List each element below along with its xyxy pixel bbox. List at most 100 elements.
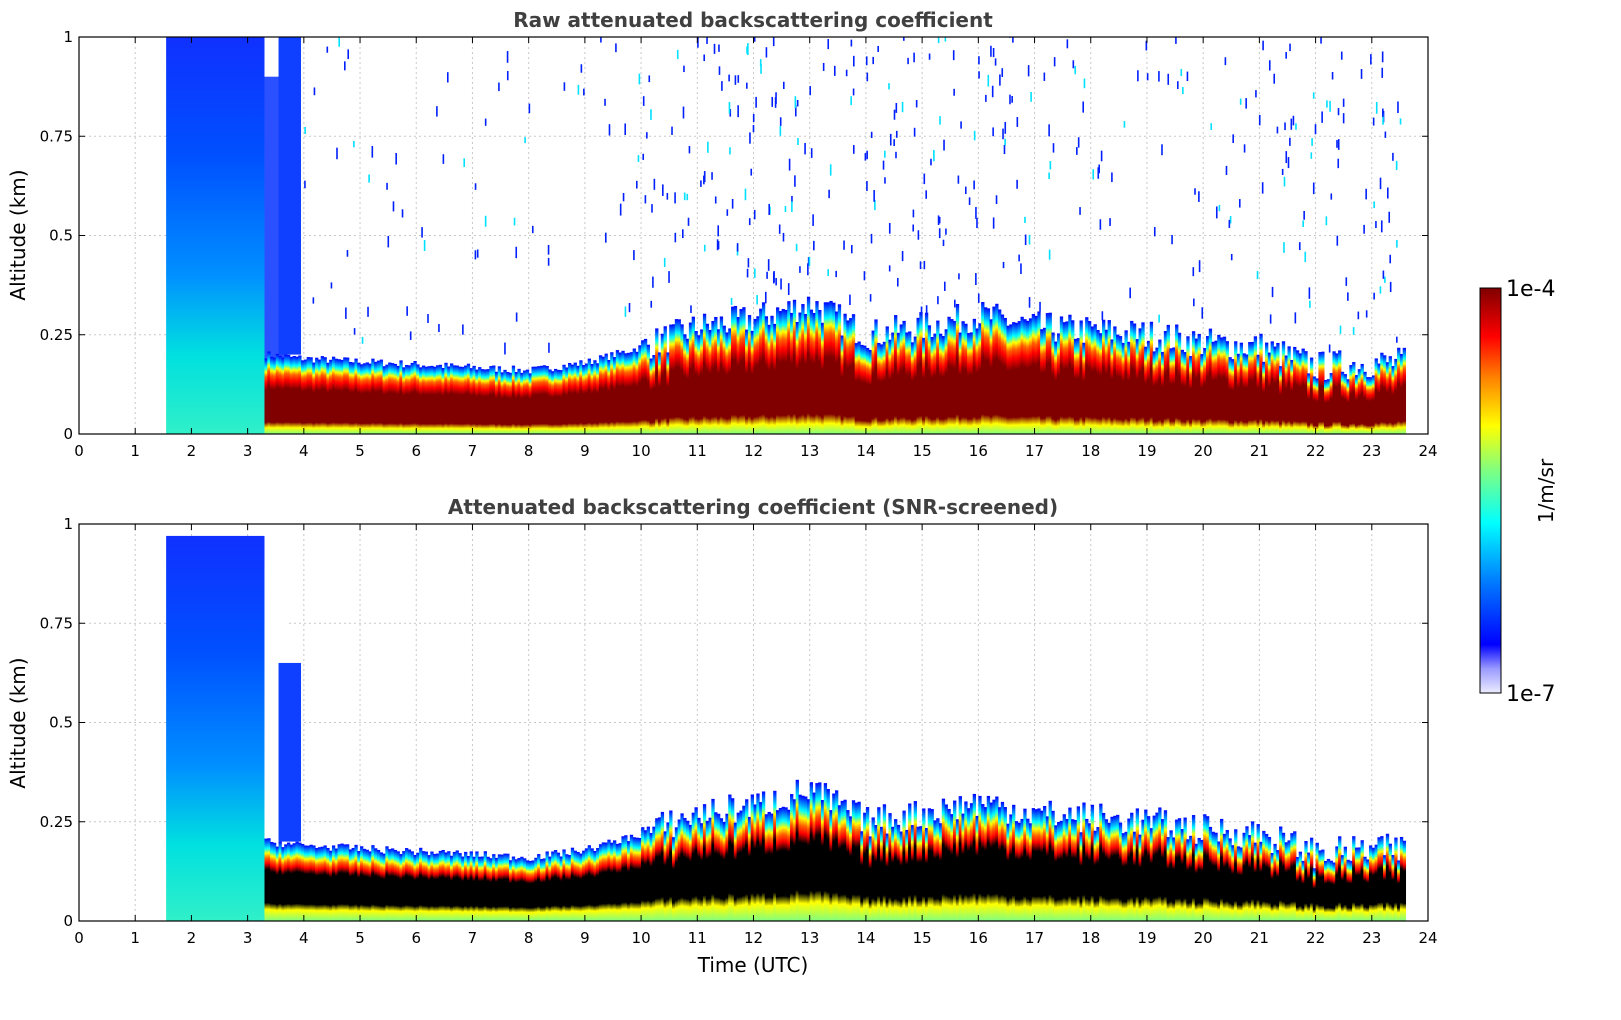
heatmap-column [1093,830,1097,921]
heatmap-speckle [863,271,866,281]
heatmap-column [542,365,547,434]
heatmap-column [275,846,280,921]
heatmap-column [1214,832,1218,921]
heatmap-column [621,836,625,921]
heatmap-column [1256,824,1260,921]
heatmap-speckle [548,342,550,353]
heatmap-speckle [1365,310,1368,318]
heatmap-column [806,799,811,921]
heatmap-speckle [744,188,747,201]
heatmap-column [1242,353,1246,434]
heatmap-speckle [371,146,374,158]
heatmap-column [1113,326,1117,434]
heatmap-speckle [387,235,390,248]
heatmap-column [573,362,577,434]
heatmap-column [843,313,847,434]
heatmap-column [792,299,797,434]
heatmap-column [1014,322,1019,434]
heatmap-speckle [808,256,811,267]
heatmap-column [627,352,631,434]
heatmap-column [781,806,785,921]
heatmap-speckle [1028,297,1031,308]
heatmap-column [1124,831,1128,921]
heatmap-column [739,309,743,434]
heatmap-speckle [888,222,891,234]
heatmap-column [424,366,428,434]
heatmap-column [972,793,977,921]
heatmap-column [438,850,443,921]
heatmap-column [1287,346,1291,434]
heatmap-speckle [920,306,923,315]
heatmap-speckle [866,72,869,82]
heatmap-column [306,357,310,434]
heatmap-column [315,357,319,434]
heatmap-speckle [734,75,737,85]
x-tick-label: 13 [800,442,819,460]
heatmap-speckle [1312,182,1315,195]
heatmap-speckle [528,103,531,114]
heatmap-column [627,841,631,921]
heatmap-column [1234,341,1238,434]
heatmap-column [874,825,878,921]
heatmap-column [1338,350,1342,434]
heatmap-column [1273,346,1277,434]
heatmap-speckle [1255,90,1257,98]
heatmap-column [801,795,805,921]
heatmap-column [1186,336,1190,434]
heatmap-column [812,792,816,921]
heatmap-column [995,796,999,921]
heatmap-column [655,328,659,434]
heatmap-column [1116,814,1120,921]
heatmap-speckle [1111,172,1113,183]
heatmap-column [1366,859,1370,921]
heatmap-column [910,825,915,921]
heatmap-column [702,804,707,921]
heatmap-speckle [1167,73,1170,85]
heatmap-column [1220,818,1224,921]
heatmap-column [1031,314,1036,434]
heatmap-column [930,809,934,921]
heatmap-column [1307,852,1311,921]
heatmap-column [295,841,299,921]
heatmap-column [1085,317,1089,434]
heatmap-column [860,831,864,921]
heatmap-speckle [1076,147,1078,155]
heatmap-column [1118,336,1123,434]
heatmap-column [1180,829,1184,921]
heatmap-speckle [748,218,751,226]
heatmap-column [972,318,977,434]
heatmap-column [1017,321,1021,434]
heatmap-column [1101,812,1106,921]
heatmap-speckle [427,314,429,324]
heatmap-column [272,357,277,434]
heatmap-speckle [1258,114,1261,126]
heatmap-column [517,368,521,434]
colorbar-scale [1479,287,1502,694]
heatmap-column [320,356,325,434]
heatmap-column [272,842,277,921]
heatmap-speckle [474,183,477,190]
heatmap-column [1082,802,1086,921]
heatmap-speckle [347,49,350,60]
heatmap-column [736,317,740,434]
heatmap-column [978,795,982,921]
heatmap-column [379,359,384,434]
heatmap-column [764,316,769,434]
heatmap-column [1068,807,1072,921]
heatmap-column [531,366,535,434]
heatmap-column [702,313,707,434]
heatmap-column [1388,356,1392,434]
heatmap-column [402,851,406,921]
heatmap-column [753,804,757,921]
heatmap-column [1186,839,1190,921]
heatmap-column [1175,819,1179,921]
heatmap-column [829,810,833,921]
heatmap-column [1242,832,1246,921]
heatmap-speckle [729,109,732,117]
x-tick-label: 23 [1362,442,1381,460]
heatmap-column [815,783,819,921]
heatmap-column [528,860,532,921]
heatmap-speckle [1325,216,1328,226]
heatmap-speckle [642,153,645,160]
heatmap-speckle [580,64,583,73]
